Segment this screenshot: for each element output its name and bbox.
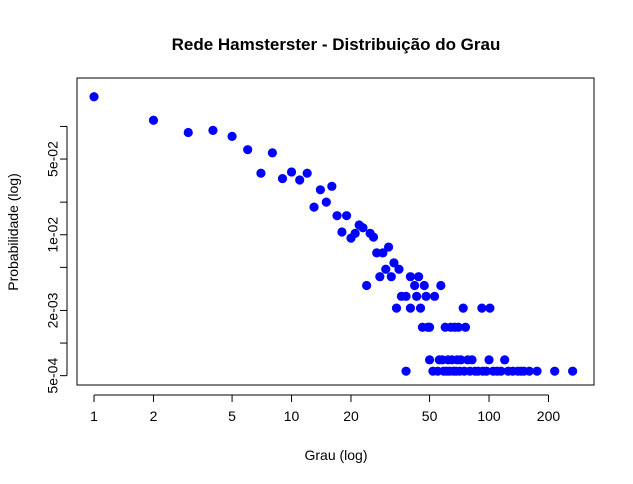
data-point [358, 223, 368, 233]
data-point [386, 272, 396, 282]
data-point [350, 228, 360, 238]
data-point [405, 272, 416, 282]
x-axis: 1 2 5 10 20 50 100 200 [90, 394, 561, 424]
data-point [410, 280, 420, 291]
data-point [148, 115, 159, 125]
data-point [368, 232, 379, 242]
data-point [401, 291, 411, 301]
data-point [477, 303, 487, 313]
data-point [394, 264, 404, 274]
data-point [484, 355, 494, 365]
y-tick-label: 2e-03 [45, 292, 61, 328]
data-point [419, 280, 429, 291]
data-point [277, 173, 288, 184]
data-point [302, 168, 312, 178]
data-point [243, 145, 253, 155]
data-point [391, 303, 402, 313]
data-point [421, 291, 431, 301]
chart-title: Rede Hamsterster - Distribuição do Grau [172, 35, 501, 54]
y-tick-label: 5e-02 [45, 141, 61, 177]
data-point [481, 366, 492, 376]
data-point [429, 291, 440, 301]
data-point [389, 258, 399, 268]
data-point [401, 366, 411, 376]
data-point [295, 175, 305, 185]
data-point [424, 322, 435, 332]
y-tick-label: 1e-02 [45, 217, 61, 253]
x-tick-label: 1 [90, 408, 98, 424]
data-point [453, 322, 464, 332]
data-point [286, 167, 297, 177]
data-point [424, 355, 435, 365]
data-point [267, 148, 277, 158]
data-point [458, 303, 468, 313]
data-point [414, 272, 424, 282]
data-point [362, 280, 372, 291]
data-point [383, 242, 394, 252]
data-point [415, 303, 426, 313]
x-axis-label: Grau (log) [304, 447, 367, 463]
data-point [375, 272, 385, 282]
data-point [485, 303, 495, 313]
plot-frame [76, 77, 595, 386]
x-tick-label: 5 [228, 408, 236, 424]
data-point [89, 92, 99, 102]
x-tick-label: 100 [477, 408, 501, 424]
data-points [89, 92, 578, 376]
data-point [321, 197, 331, 207]
data-point [256, 168, 266, 178]
data-point [332, 211, 342, 221]
data-point [183, 127, 193, 138]
data-point [227, 131, 237, 141]
data-point [460, 322, 471, 332]
data-point [532, 366, 542, 376]
data-point [496, 366, 506, 376]
data-point [524, 366, 534, 376]
data-point [337, 227, 347, 237]
y-axis: 5e-04 2e-03 1e-02 5e-02 [45, 125, 68, 394]
data-point [309, 202, 319, 212]
data-point [405, 303, 416, 313]
data-point [436, 280, 446, 291]
data-point [381, 264, 391, 274]
data-point [315, 185, 325, 195]
data-point [456, 355, 466, 365]
data-point [500, 355, 510, 365]
data-point [467, 355, 477, 365]
data-point [208, 125, 218, 135]
data-point [327, 181, 337, 191]
data-point [568, 366, 578, 376]
data-point [412, 291, 422, 301]
x-tick-label: 2 [150, 408, 158, 424]
data-point [550, 366, 560, 376]
y-axis-label: Probabilidade (log) [5, 173, 21, 291]
data-point [378, 248, 388, 258]
data-point [341, 211, 352, 221]
y-tick-label: 5e-04 [45, 358, 61, 394]
x-tick-label: 20 [343, 408, 359, 424]
x-tick-label: 200 [537, 408, 561, 424]
x-tick-label: 50 [422, 408, 438, 424]
x-tick-label: 10 [284, 408, 300, 424]
